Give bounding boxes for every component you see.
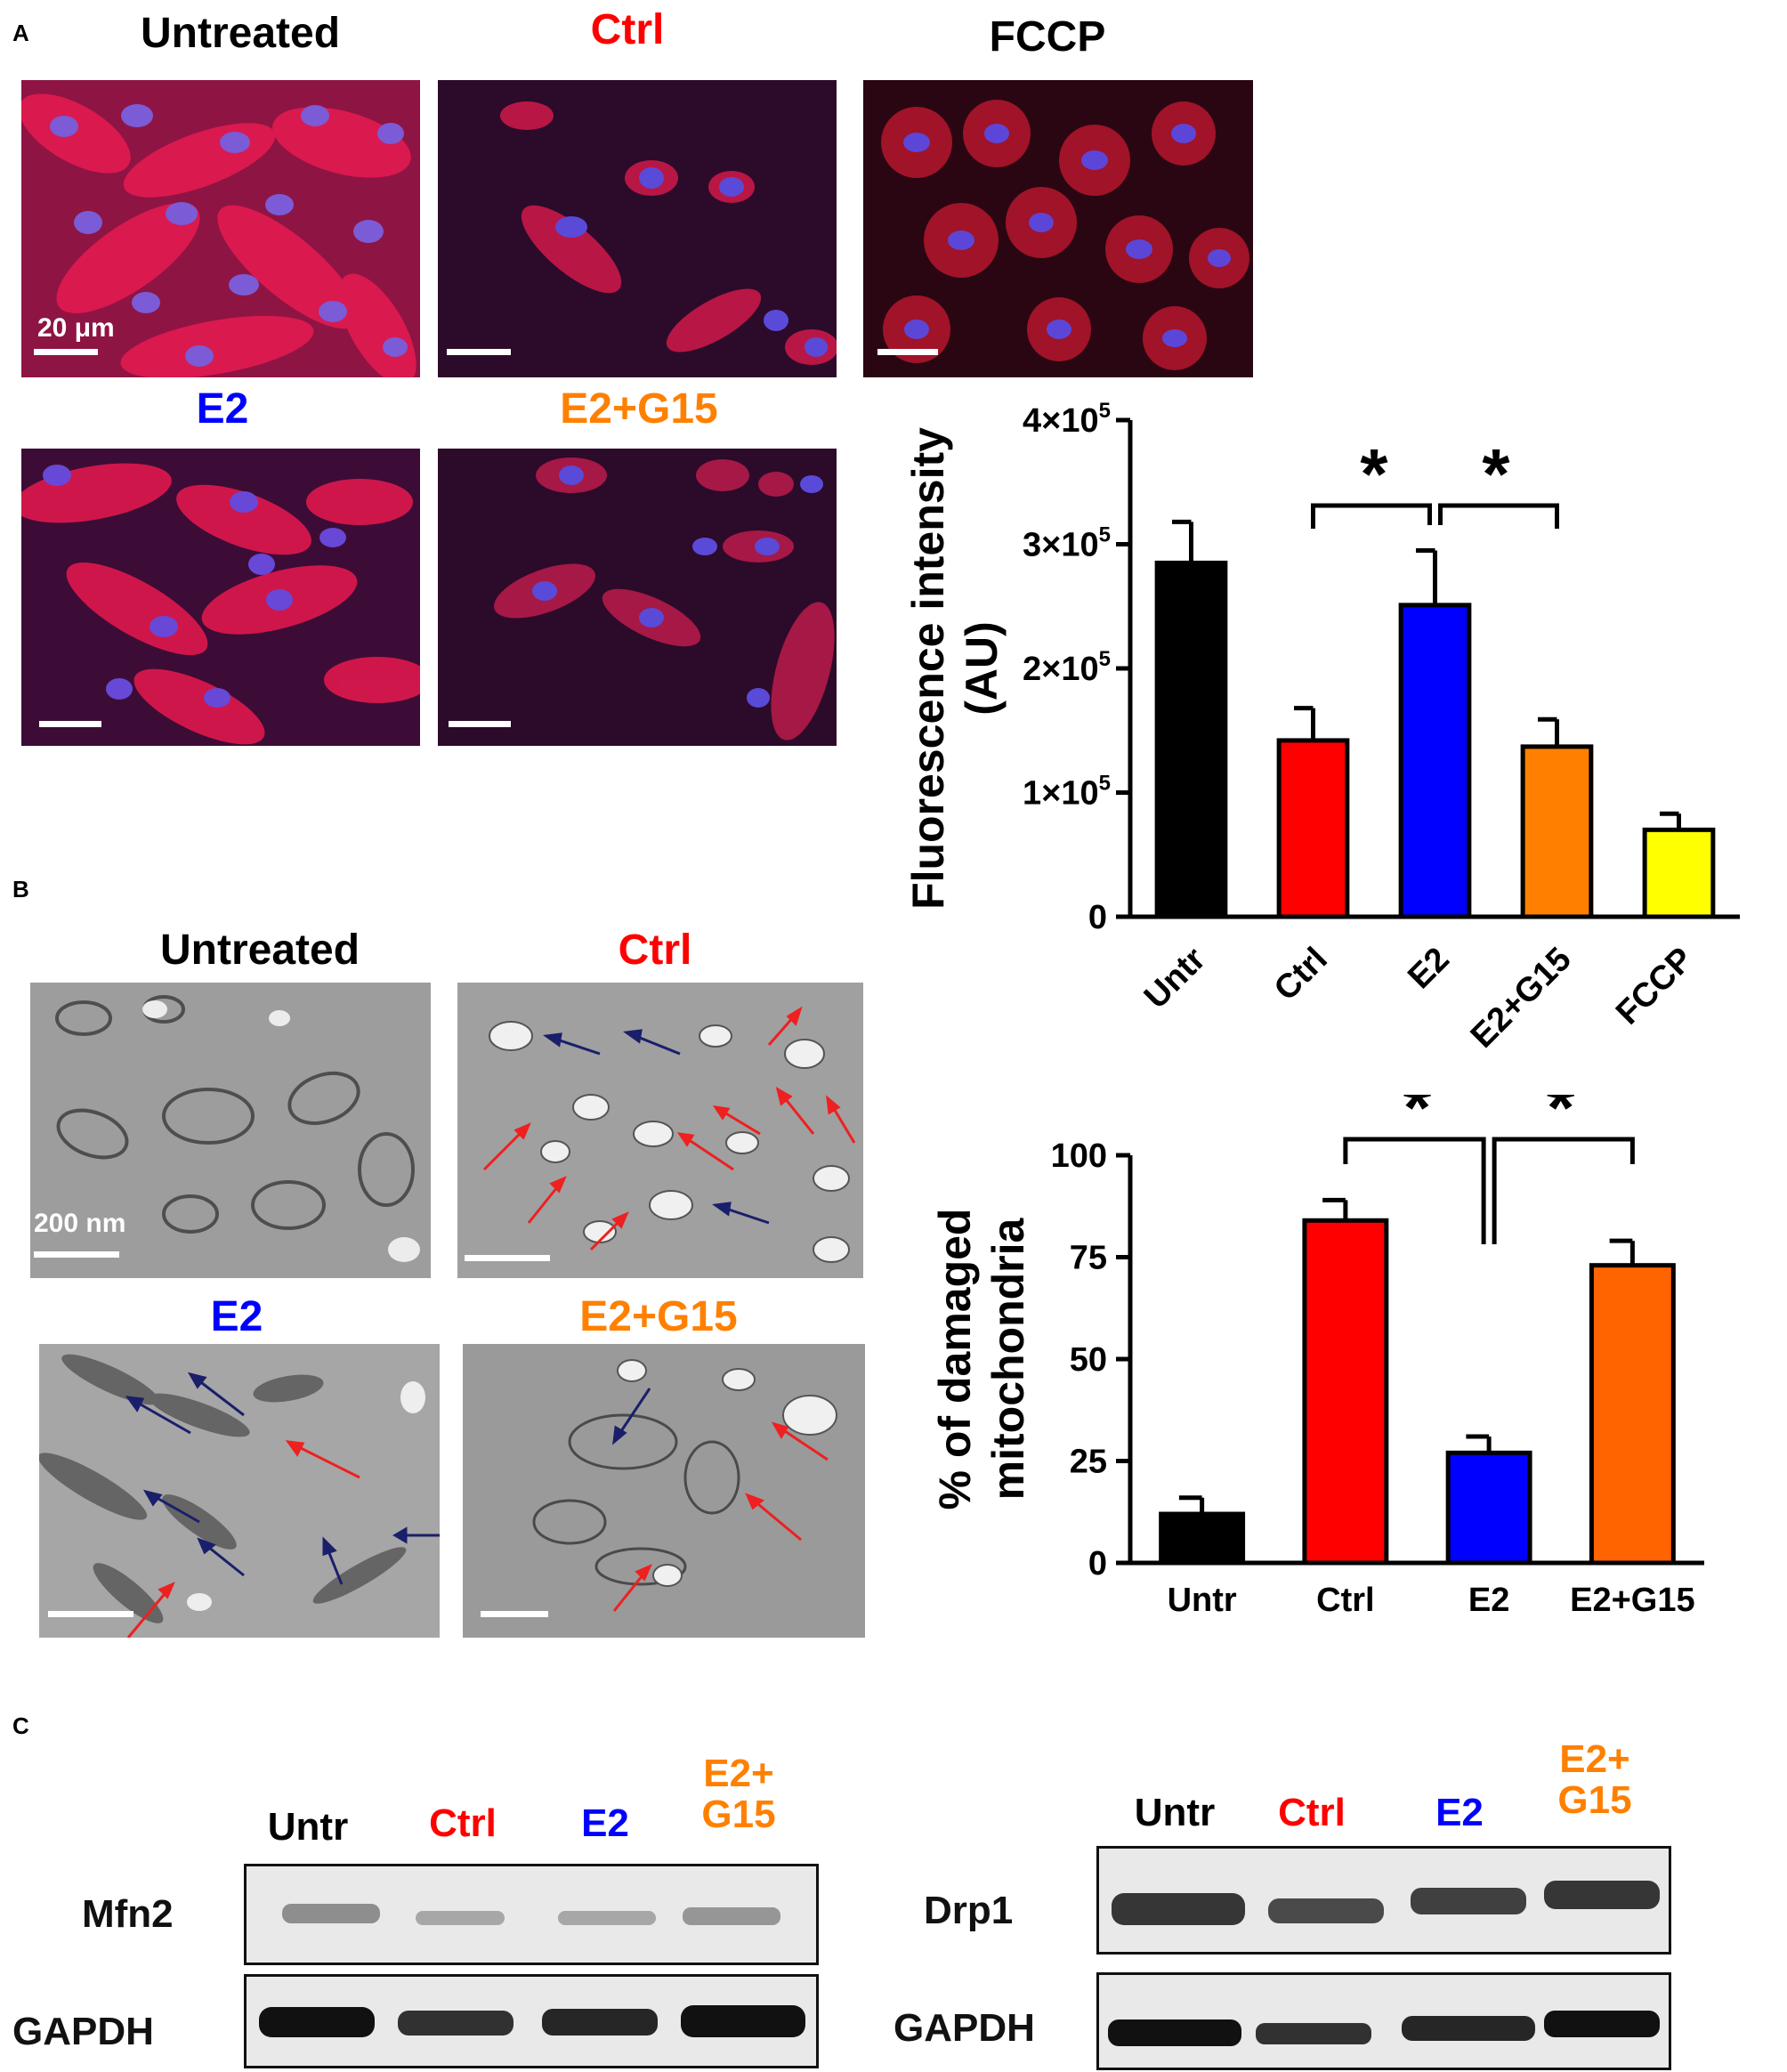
panel-letter-c: C [12,1712,29,1739]
significance-star: * [1360,434,1388,514]
tem-image-untreated: 200 nm [30,983,431,1278]
gapdh-blot-right [1096,1972,1671,2070]
scale-bar [877,349,938,355]
x-tick-label: E2 [1468,1582,1509,1619]
x-tick-label: E2+G15 [1464,941,1579,1056]
bar [1445,1450,1532,1566]
x-tick-label: E2 [1401,941,1457,997]
significance-star: * [1403,1095,1432,1147]
lane-label-ctrl-right: Ctrl [1278,1791,1346,1834]
fluorescence-image-ctrl [438,80,837,377]
x-tick-label: Ctrl [1267,941,1335,1008]
scale-bar [48,1611,133,1617]
fluorescence-intensity-bar-chart: 0 1×105 2×105 3×105 4×105 Fluorescence intens… [903,399,1740,1056]
x-tick-label: Ctrl [1316,1582,1374,1619]
lane-label-e2g15-right: E2+ G15 [1557,1737,1632,1823]
x-tick-label: Untr [1137,941,1213,1016]
lane-label-untr-left: Untr [267,1805,349,1849]
y-tick-label: 25 [1070,1444,1107,1481]
panel-letter-a: A [12,20,29,46]
image-label-ctrl-b: Ctrl [618,927,692,974]
scale-bar [481,1611,548,1617]
y-tick-label: 3×105 [1023,523,1111,564]
blot-row-label-gapdh-left: GAPDH [12,2010,154,2053]
y-tick-label: 4×105 [1023,399,1111,440]
y-tick-label: 0 [1088,1545,1107,1582]
fluorescence-image-fccp [863,80,1253,377]
image-label-untreated-b: Untreated [159,927,360,974]
significance-bracket [1343,1137,1486,1244]
y-tick-label: 100 [1051,1137,1107,1175]
x-tick-label: E2+G15 [1570,1582,1695,1619]
y-tick-label: 2×105 [1023,647,1111,688]
y-tick-label: 0 [1088,899,1107,936]
blot-row-label-mfn2: Mfn2 [82,1892,174,1936]
bar [1154,560,1228,919]
scale-bar-label: 200 nm [34,1209,126,1238]
bar [1302,1218,1389,1566]
scale-bar [39,721,101,727]
damaged-mitochondria-bar-chart: 0 25 50 75 100 % of damagedmitochondria Untr Ct… [930,1095,1704,1619]
image-label-e2g15-b: E2+G15 [579,1293,738,1340]
lane-label-ctrl-left: Ctrl [429,1801,497,1845]
significance-star: * [1482,434,1510,514]
tem-image-ctrl [457,983,863,1278]
significance-bracket [1311,503,1432,529]
bar [1642,827,1716,919]
scale-bar [447,349,511,355]
tem-image-e2g15 [463,1344,865,1638]
image-label-e2-a: E2 [196,385,249,433]
blot-row-label-drp1: Drp1 [924,1889,1014,1932]
image-label-ctrl-a: Ctrl [590,6,665,53]
scale-bar [34,1251,119,1258]
bar [1159,1511,1246,1566]
bar [1276,738,1350,919]
x-tick-label: FCCP [1609,941,1701,1032]
image-label-untreated-a: Untreated [140,10,341,57]
scale-bar [34,349,98,355]
image-label-e2-b: E2 [210,1293,263,1340]
fluorescence-image-e2 [21,449,420,746]
image-label-fccp-a: FCCP [989,13,1106,61]
y-axis-label: Fluorescence intensity(AU) [903,427,1007,910]
gapdh-blot-left [244,1974,819,2068]
fluorescence-image-untreated: 20 μm [21,80,420,377]
significance-star: * [1547,1095,1575,1147]
bar [1520,744,1594,919]
y-tick-label: 75 [1070,1240,1107,1277]
image-label-e2g15-a: E2+G15 [560,385,718,433]
drp1-blot [1096,1846,1671,1955]
fluorescence-image-e2g15 [438,449,837,746]
significance-bracket [1492,1137,1635,1244]
scale-bar-label: 20 μm [37,313,115,343]
y-tick-label: 50 [1070,1341,1107,1379]
panel-letter-b: B [12,876,29,902]
lane-label-e2-right: E2 [1435,1791,1484,1834]
y-tick-label: 1×105 [1023,772,1111,813]
blot-row-label-gapdh-right: GAPDH [894,2006,1035,2050]
bar [1398,603,1472,919]
lane-label-e2g15-left: E2+ G15 [701,1752,776,1837]
significance-bracket [1438,503,1559,529]
bar [1589,1263,1676,1566]
mfn2-blot [244,1864,819,1965]
scale-bar [465,1255,550,1261]
x-tick-label: Untr [1168,1582,1237,1619]
y-axis-label: % of damagedmitochondria [930,1209,1033,1510]
lane-label-e2-left: E2 [581,1801,629,1845]
tem-image-e2 [39,1344,440,1638]
lane-label-untr-right: Untr [1134,1791,1216,1834]
scale-bar [449,721,511,727]
